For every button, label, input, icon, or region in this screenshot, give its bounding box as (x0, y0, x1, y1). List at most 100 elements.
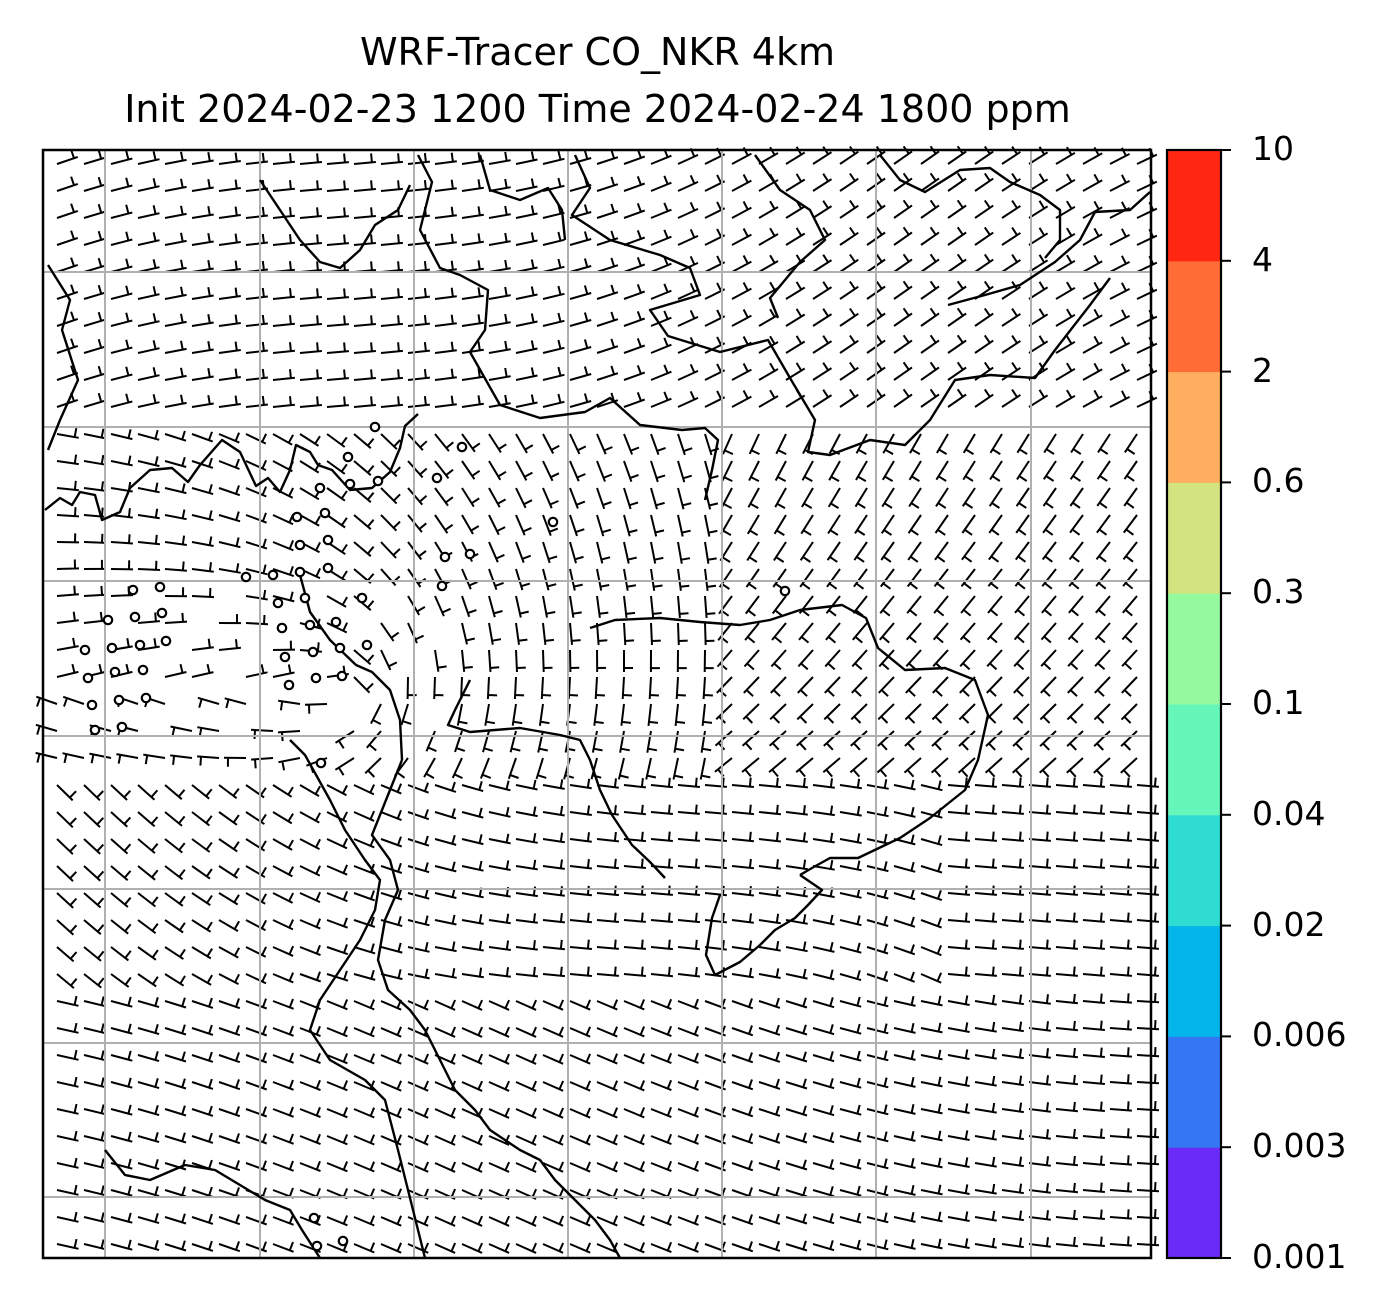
wind-barb (893, 253, 913, 273)
wind-barb (272, 1106, 294, 1118)
wind-barb (326, 1026, 349, 1038)
wind-barb (56, 973, 78, 989)
calm-wind-marker (154, 581, 166, 593)
wind-barb (380, 460, 401, 478)
wind-barb (488, 568, 504, 591)
wind-barb (1109, 1155, 1132, 1166)
wind-barb (1109, 1182, 1132, 1193)
wind-barb (1028, 1021, 1051, 1032)
wind-barb (594, 676, 605, 700)
wind-barb (272, 513, 295, 526)
wind-barb (407, 835, 430, 847)
wind-barb (623, 568, 637, 591)
calm-wind-marker (140, 692, 152, 704)
wind-barb (197, 755, 220, 766)
wind-barb (785, 832, 808, 843)
wind-barb (164, 340, 187, 354)
wind-barb (650, 514, 665, 537)
wind-barb (1097, 433, 1111, 455)
wind-barb (223, 756, 247, 767)
wind-barb (987, 568, 1003, 590)
wind-barb (920, 1184, 943, 1196)
wind-barb (721, 460, 733, 483)
wind-barb (542, 177, 565, 192)
wind-barb (785, 1159, 808, 1171)
wind-barb (785, 1240, 808, 1252)
wind-barb (110, 1077, 133, 1089)
wind-barb (137, 456, 160, 468)
wind-barb (1001, 1048, 1024, 1060)
wind-barb (164, 561, 187, 572)
colorbar-tick-label: 0.006 (1252, 1015, 1347, 1055)
wind-barb (353, 396, 376, 408)
wind-barb (218, 811, 240, 826)
wind-barb (623, 650, 633, 672)
wind-barb (961, 514, 976, 536)
wind-barb (245, 838, 267, 852)
wind-barb (650, 229, 672, 246)
wind-barb (866, 996, 889, 1008)
wind-barb (245, 998, 268, 1010)
wind-barb (1136, 777, 1159, 788)
wind-barb (569, 778, 592, 790)
wind-barb (1093, 730, 1111, 751)
wind-barb (191, 314, 214, 327)
wind-barb (353, 649, 375, 666)
wind-barb (1055, 254, 1076, 273)
wind-barb (137, 1051, 160, 1063)
wind-barb (881, 460, 895, 482)
wind-barb (272, 1214, 294, 1226)
calm-wind-marker (336, 670, 348, 682)
wind-barb (839, 833, 862, 844)
wind-barb (731, 1052, 754, 1064)
wind-barb (1136, 1020, 1160, 1031)
wind-barb (326, 1080, 349, 1092)
wind-barb (110, 1239, 133, 1251)
wind-barb (704, 804, 727, 815)
wind-barb (623, 392, 646, 408)
wind-barb (989, 433, 1003, 455)
wind-barb (461, 287, 484, 300)
wind-barb (407, 999, 430, 1011)
wind-barb (245, 972, 268, 985)
wind-barb (1066, 730, 1084, 751)
wind-barb (407, 460, 428, 479)
wind-barb (191, 484, 214, 496)
wind-barb (542, 285, 565, 300)
wind-barb (1055, 993, 1079, 1005)
wind-barb (434, 1107, 457, 1119)
calm-wind-marker (361, 639, 373, 651)
colorbar-segment (1167, 925, 1221, 1037)
wind-barb (596, 433, 613, 455)
wind-barb (677, 541, 691, 564)
wind-barb (974, 307, 994, 327)
wind-barb (170, 754, 193, 765)
wind-barb (542, 1026, 565, 1038)
wind-barb (353, 315, 376, 327)
wind-barb (245, 486, 268, 498)
wind-barb (1136, 282, 1158, 300)
wind-barb (56, 838, 77, 855)
wind-barb (958, 730, 976, 751)
wind-barb (434, 999, 457, 1011)
wind-barb (569, 595, 582, 618)
wind-barb (515, 833, 538, 844)
coastline-west-peninsula (44, 413, 419, 522)
wind-barb (852, 622, 868, 644)
wind-barb (245, 1106, 268, 1118)
wind-barb (110, 455, 133, 467)
wind-barb (1082, 146, 1103, 165)
wind-barb (137, 178, 160, 192)
wind-barb (596, 460, 613, 482)
wind-barb (110, 285, 133, 300)
wind-barb (380, 1161, 403, 1173)
wind-barb (407, 1080, 430, 1092)
coastline-north-river (478, 154, 567, 241)
wind-barb (1136, 1209, 1160, 1220)
wind-barb (920, 172, 940, 192)
wind-barb (866, 943, 889, 955)
wind-barb (1082, 1155, 1105, 1166)
wind-barb (137, 1132, 160, 1144)
colorbar-tick-label: 10 (1252, 129, 1294, 168)
wind-barb (866, 1131, 889, 1143)
